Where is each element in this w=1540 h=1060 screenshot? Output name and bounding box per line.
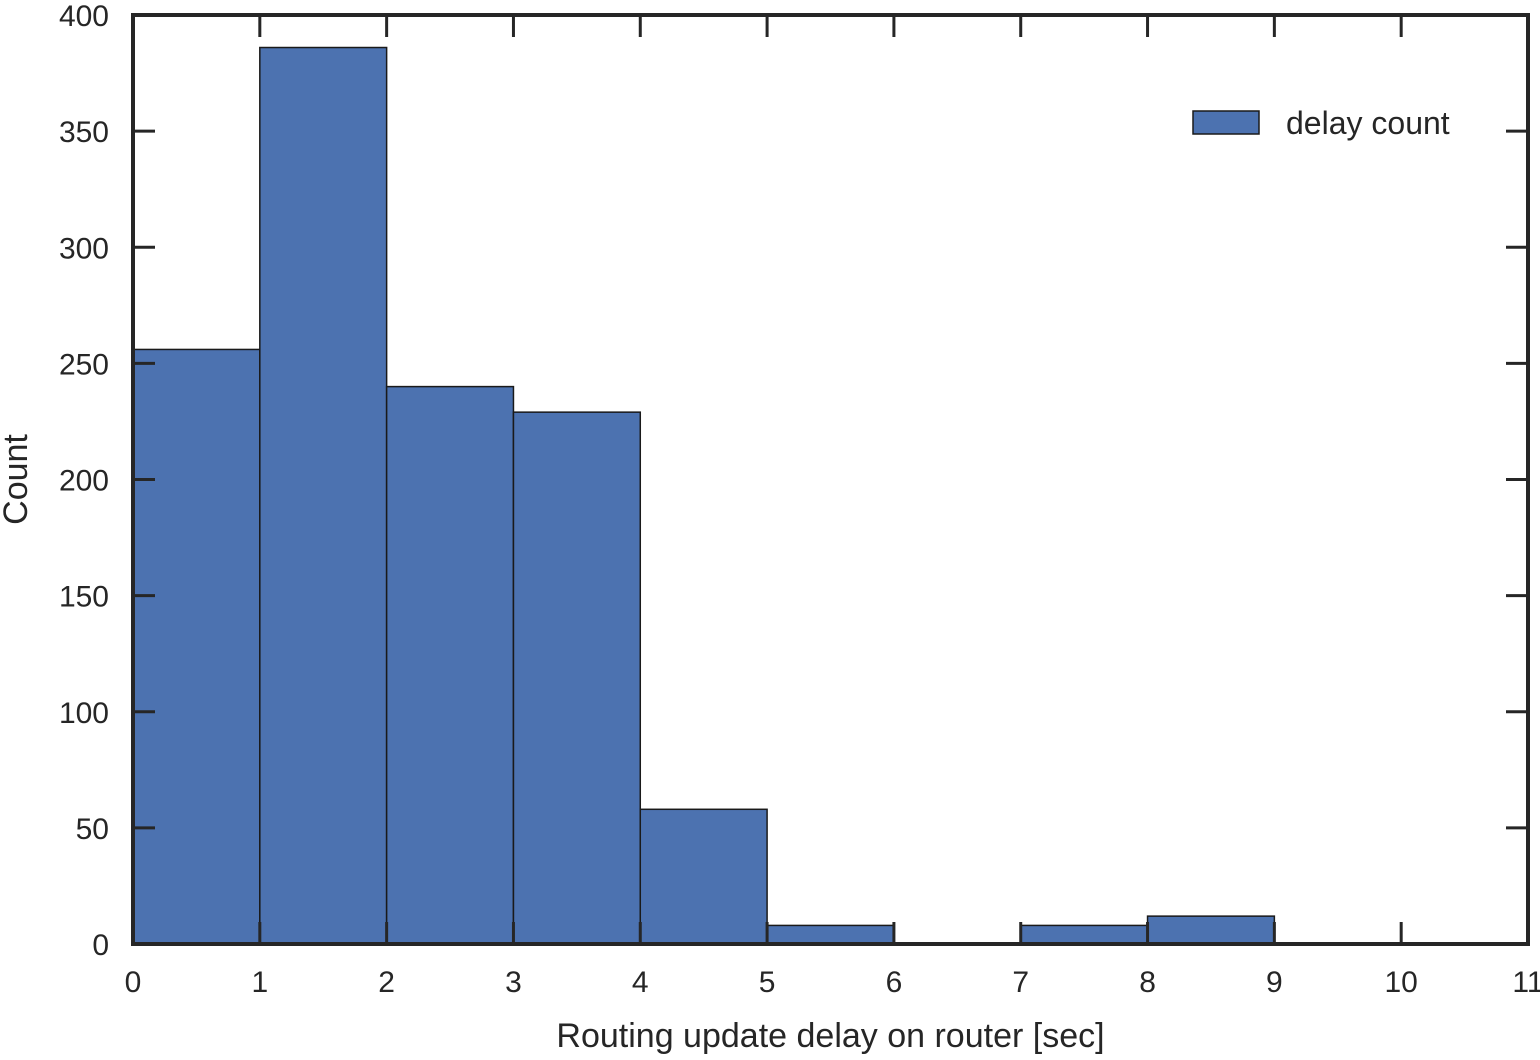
- y-tick-label: 50: [76, 813, 109, 846]
- x-tick-label: 10: [1384, 966, 1417, 999]
- y-tick-label: 0: [92, 929, 109, 962]
- bars-layer: [132, 46, 1276, 945]
- y-tick-label: 100: [59, 697, 109, 730]
- x-tick-label: 2: [378, 966, 395, 999]
- y-tick-label: 150: [59, 581, 109, 614]
- plot-frame: [131, 13, 1530, 946]
- x-tick-label: 11: [1512, 966, 1540, 999]
- x-tick-labels: 0 1 2 3 4 5 6 7 8 9 10 11: [125, 966, 1540, 999]
- y-tick-label: 250: [59, 348, 109, 381]
- y-axis-title: Count: [0, 434, 35, 525]
- x-tick-label: 5: [759, 966, 776, 999]
- x-tick-label: 8: [1139, 966, 1156, 999]
- x-tick-label: 6: [886, 966, 903, 999]
- histogram-bar: [259, 46, 388, 945]
- histogram-bar: [512, 411, 642, 945]
- y-tick-label: 200: [59, 465, 109, 498]
- histogram-bar: [639, 808, 768, 945]
- histogram-bar: [766, 924, 895, 945]
- legend: delay count: [1192, 105, 1450, 141]
- histogram-bar: [385, 385, 515, 945]
- x-tick-label: 7: [1012, 966, 1029, 999]
- histogram-bar: [1019, 924, 1149, 945]
- x-tick-label: 0: [125, 966, 142, 999]
- x-axis-title: Routing update delay on router [sec]: [556, 1017, 1104, 1055]
- legend-label: delay count: [1286, 105, 1450, 141]
- x-tick-label: 9: [1266, 966, 1283, 999]
- y-tick-label: 400: [59, 0, 109, 33]
- x-tick-label: 1: [251, 966, 268, 999]
- histogram-bar: [132, 348, 261, 945]
- y-tick-label: 300: [59, 232, 109, 265]
- histogram-bar: [1146, 915, 1276, 945]
- x-tick-label: 4: [632, 966, 649, 999]
- y-tick-label: 350: [59, 116, 109, 149]
- legend-swatch: [1192, 110, 1260, 135]
- y-tick-labels: 0 50 100 150 200 250 300 350 400: [59, 0, 109, 962]
- x-tick-label: 3: [505, 966, 522, 999]
